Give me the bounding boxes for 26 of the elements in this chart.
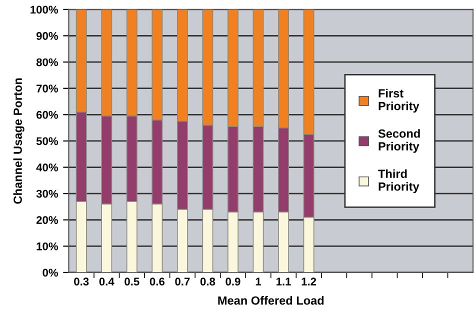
- x-axis-title: Mean Offered Load: [218, 296, 324, 305]
- y-tick-label: 10%: [36, 242, 58, 250]
- legend-label: First Priority: [378, 88, 420, 113]
- legend-label: Third Priority: [378, 169, 420, 194]
- x-tick-label: 0.9: [226, 278, 240, 286]
- x-tick-label: 0.7: [175, 278, 190, 286]
- legend-label: Second Priority: [378, 129, 420, 153]
- x-tick-label: 0.6: [150, 278, 164, 286]
- y-tick-label: 40%: [36, 164, 58, 172]
- y-tick-label: 50%: [36, 137, 58, 146]
- y-tick-label: 20%: [36, 216, 58, 224]
- y-axis-title: Channel Usage Porton: [13, 78, 24, 204]
- x-tick-label: 1: [256, 278, 262, 286]
- y-tick-label: 80%: [36, 58, 58, 66]
- y-tick-label: 70%: [36, 84, 58, 92]
- x-tick-label: 1.1: [276, 278, 291, 286]
- y-tick-label: 100%: [30, 6, 58, 14]
- y-tick-label: 30%: [36, 190, 58, 198]
- x-tick-label: 0.4: [99, 278, 114, 286]
- x-tick-label: 0.3: [74, 278, 89, 286]
- y-tick-label: 90%: [36, 32, 58, 40]
- x-tick-label: 0.5: [124, 278, 140, 286]
- y-tick-label: 0%: [42, 268, 58, 277]
- x-tick-label: 1.2: [302, 278, 316, 286]
- y-tick-label: 60%: [36, 110, 58, 119]
- x-tick-label: 0.8: [200, 278, 216, 286]
